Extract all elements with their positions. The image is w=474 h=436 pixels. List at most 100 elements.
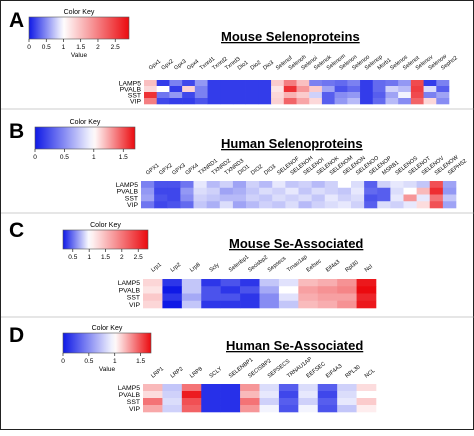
- heatmap-cell: [317, 391, 338, 399]
- heatmap-cell: [245, 86, 259, 93]
- color-key-tick-label: 0: [61, 358, 65, 365]
- heatmap-cell: [240, 286, 260, 294]
- heatmap-cell: [372, 80, 386, 87]
- heatmap-cell: [259, 181, 273, 189]
- column-label: Gpx1: [148, 59, 162, 72]
- heatmap-cell: [201, 286, 221, 294]
- heatmap-cell: [201, 398, 221, 406]
- heatmap-cell: [232, 187, 247, 195]
- heatmap-cell: [258, 92, 272, 99]
- heatmap-cell: [298, 391, 319, 399]
- heatmap-cell: [283, 92, 297, 99]
- column-label: GPX1: [145, 163, 160, 177]
- heatmap-cell: [298, 201, 312, 209]
- heatmap-cell: [207, 98, 221, 105]
- panel-title: Human Se-Associated: [226, 338, 363, 353]
- heatmap-cell: [154, 181, 168, 189]
- heatmap-cell: [144, 92, 158, 99]
- color-key-tick-label: 0.5: [42, 44, 51, 51]
- heatmap-cell: [220, 398, 241, 406]
- column-label: DIO3: [263, 164, 277, 177]
- column-label: Secisbp2: [247, 255, 269, 274]
- heatmap-cell: [201, 300, 221, 309]
- column-label: LRP8: [189, 366, 204, 379]
- heatmap-cell: [232, 98, 246, 105]
- column-label: EIF4A3: [325, 363, 343, 379]
- heatmap-cell: [167, 181, 181, 189]
- heatmap-cell: [410, 98, 424, 105]
- column-label: GPX4: [184, 163, 199, 177]
- heatmap-cell: [296, 92, 310, 99]
- heatmap-cell: [317, 384, 338, 392]
- heatmap-cell: [337, 405, 357, 413]
- heatmap-cell: [296, 98, 310, 105]
- row-label: SST: [127, 295, 140, 302]
- panel-d: D Human Se-Associated Color Key 0 0.5 1 1.5 Val…: [9, 324, 376, 413]
- heatmap-cell: [347, 92, 361, 99]
- heatmap-cell: [321, 92, 335, 99]
- color-key-bar: [62, 229, 149, 250]
- heatmap-cell: [182, 98, 196, 105]
- heatmap-cell: [259, 398, 280, 406]
- heatmap-cell: [398, 98, 412, 105]
- heatmap-cell: [232, 201, 247, 209]
- heatmap-cell: [180, 187, 194, 195]
- heatmap-cell: [193, 187, 207, 195]
- heatmap-cell: [162, 279, 183, 287]
- row-label: LAMP5: [119, 80, 142, 87]
- heatmap-cell: [337, 300, 357, 309]
- heatmap-cell: [385, 98, 399, 105]
- heatmap-cell: [429, 187, 444, 195]
- column-label: GPX3: [171, 163, 186, 177]
- heatmap-cell: [410, 86, 424, 93]
- heatmap-cell: [181, 391, 202, 399]
- heatmap-cell: [143, 279, 163, 287]
- color-key-tick-label: 1: [92, 154, 96, 161]
- heatmap-cell: [219, 181, 234, 189]
- heatmap-cell: [232, 181, 247, 189]
- heatmap-cell: [169, 92, 183, 99]
- column-label: DIO2: [250, 164, 264, 177]
- heatmap-cell: [403, 181, 417, 189]
- heatmap-cell: [321, 98, 335, 105]
- heatmap-cell: [193, 201, 207, 209]
- heatmap-cell: [360, 80, 374, 87]
- heatmap-cell: [390, 187, 404, 195]
- heatmap-cell: [220, 98, 234, 105]
- color-key-tick-label: 2.5: [111, 44, 120, 51]
- heatmap-cell: [334, 92, 348, 99]
- heatmap-cell: [206, 201, 221, 209]
- panel-title: Mouse Se-Associated: [229, 236, 363, 251]
- row-label: LAMP5: [118, 385, 141, 392]
- panel-title: Human Selenoproteins: [221, 136, 363, 151]
- heatmap-cell: [240, 398, 260, 406]
- heatmap-cell: [410, 80, 424, 87]
- row-label: SST: [128, 92, 141, 99]
- heatmap-cell: [377, 194, 391, 202]
- heatmap-cell: [377, 201, 391, 209]
- column-label: Gpx4: [186, 59, 200, 72]
- heatmap-cell: [321, 86, 335, 93]
- heatmap-cell: [180, 194, 194, 202]
- heatmap-cell: [337, 181, 352, 189]
- heatmap-cell: [206, 194, 221, 202]
- heatmap-cell: [309, 98, 323, 105]
- heatmap-cell: [240, 279, 260, 287]
- heatmap-cell: [309, 86, 323, 93]
- heatmap-cell: [258, 80, 272, 87]
- heatmap-cell: [337, 286, 357, 294]
- heatmap-cell: [156, 80, 170, 87]
- heatmap-cell: [167, 194, 181, 202]
- heatmap-cell: [351, 181, 365, 189]
- heatmap-cell: [141, 201, 155, 209]
- column-label: Gpx3: [173, 59, 187, 72]
- heatmap-cell: [220, 286, 241, 294]
- heatmap-cell: [385, 86, 399, 93]
- heatmap-cell: [324, 201, 339, 209]
- heatmap-cell: [347, 98, 361, 105]
- heatmap-cell: [162, 300, 183, 309]
- heatmap-cell: [272, 187, 286, 195]
- heatmap-cell: [398, 80, 412, 87]
- heatmap-cell: [162, 391, 183, 399]
- heatmap-cell: [232, 80, 246, 87]
